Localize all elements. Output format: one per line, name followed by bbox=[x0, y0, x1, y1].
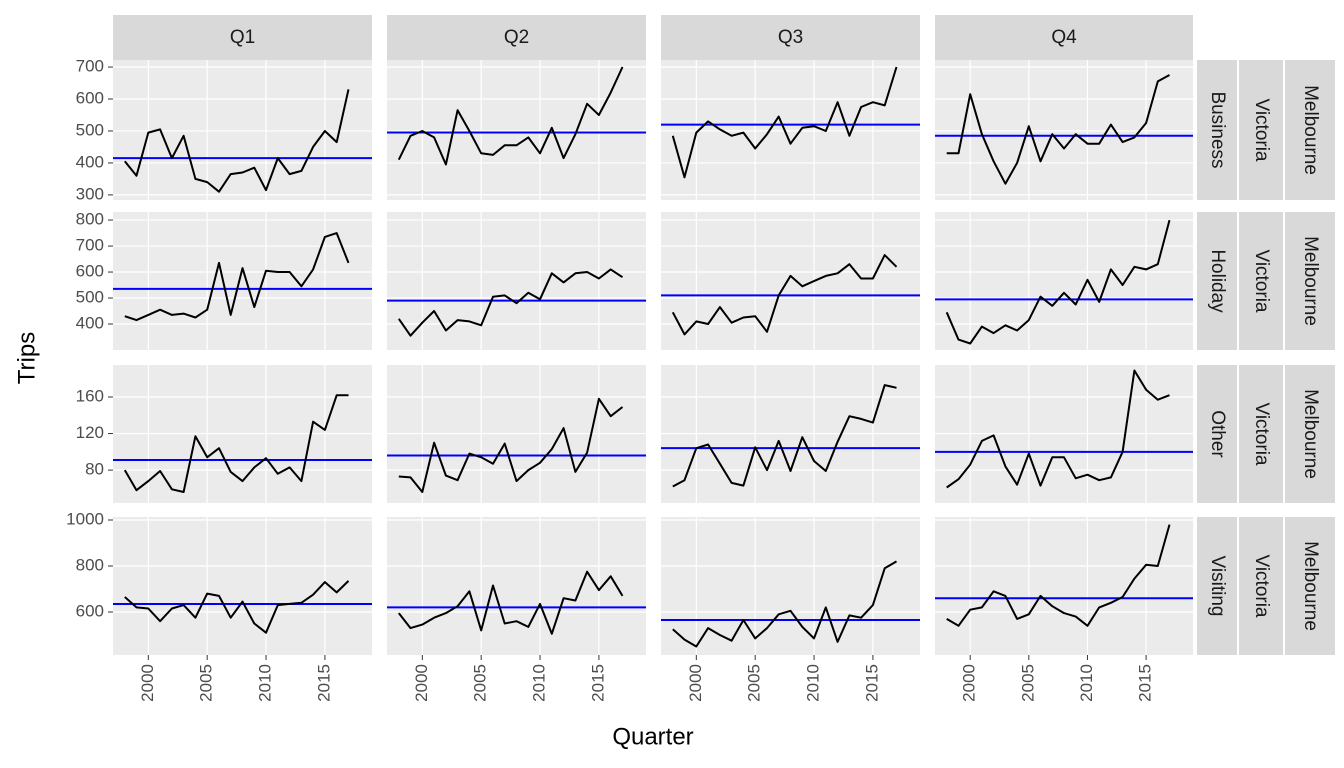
y-tick-label: 600 bbox=[76, 601, 104, 620]
y-axis-title: Trips bbox=[13, 332, 40, 384]
y-tick-label: 600 bbox=[76, 262, 104, 281]
series-line bbox=[671, 66, 898, 179]
x-tick-label: 2005 bbox=[197, 664, 216, 702]
y-tick-label: 600 bbox=[76, 88, 104, 107]
series-line bbox=[397, 66, 624, 166]
series-line bbox=[124, 89, 350, 193]
column-strip-label: Q1 bbox=[230, 27, 255, 48]
x-tick-label: 2010 bbox=[530, 664, 549, 702]
panel-background bbox=[661, 60, 920, 200]
column-strip-label: Q3 bbox=[778, 27, 803, 48]
strip-background bbox=[1239, 365, 1283, 503]
y-tick-label: 500 bbox=[76, 120, 104, 139]
x-tick-label: 2010 bbox=[1077, 664, 1096, 702]
strip-background bbox=[1197, 212, 1237, 350]
y-tick-label: 500 bbox=[76, 288, 104, 307]
row-strip-label: Business bbox=[1207, 91, 1228, 168]
x-tick-label: 2005 bbox=[745, 664, 764, 702]
x-tick-label: 2005 bbox=[471, 664, 490, 702]
series-line bbox=[124, 580, 350, 634]
panel-background bbox=[935, 212, 1193, 350]
series-line bbox=[946, 524, 1171, 627]
y-tick-label: 800 bbox=[76, 555, 104, 574]
row-strip-label: Melbourne bbox=[1300, 236, 1321, 326]
panel-background bbox=[661, 517, 920, 655]
row-strip-label: Melbourne bbox=[1300, 541, 1321, 631]
x-tick-label: 2010 bbox=[804, 664, 823, 702]
y-tick-label: 400 bbox=[76, 152, 104, 171]
strip-background bbox=[1285, 60, 1335, 200]
y-tick-label: 160 bbox=[76, 386, 104, 405]
strip-background bbox=[1197, 517, 1237, 655]
panel-background bbox=[935, 60, 1193, 200]
series-line bbox=[397, 268, 624, 337]
x-axis-title: Quarter bbox=[612, 723, 693, 750]
column-strip-label: Q4 bbox=[1051, 27, 1077, 48]
strip-background bbox=[1285, 517, 1335, 655]
strip-background bbox=[1197, 60, 1237, 200]
row-strip-label: Visiting bbox=[1207, 556, 1228, 617]
x-tick-label: 2000 bbox=[412, 664, 431, 702]
strip-background bbox=[661, 15, 920, 60]
panel-background bbox=[113, 212, 372, 350]
x-tick-label: 2015 bbox=[1136, 664, 1155, 702]
panel-background bbox=[113, 517, 372, 655]
series-line bbox=[398, 397, 624, 493]
series-line bbox=[123, 394, 349, 493]
column-strip-label: Q2 bbox=[504, 27, 529, 48]
strip-background bbox=[1239, 60, 1283, 200]
row-strip-label: Victoria bbox=[1251, 554, 1272, 617]
y-tick-label: 1000 bbox=[66, 509, 104, 528]
y-tick-label: 700 bbox=[76, 57, 104, 76]
y-tick-label: 300 bbox=[76, 184, 104, 203]
panel-background bbox=[661, 212, 920, 350]
row-strip-label: Victoria bbox=[1251, 249, 1272, 312]
panel-background bbox=[387, 212, 646, 350]
y-tick-label: 120 bbox=[76, 423, 104, 442]
series-line bbox=[672, 560, 898, 648]
series-line bbox=[946, 369, 1170, 489]
strip-background bbox=[1197, 365, 1237, 503]
x-tick-label: 2000 bbox=[138, 664, 157, 702]
x-tick-label: 2005 bbox=[1018, 664, 1037, 702]
x-tick-label: 2010 bbox=[256, 664, 275, 702]
y-tick-label: 400 bbox=[76, 313, 104, 332]
panel-background bbox=[935, 517, 1193, 655]
row-strip-label: Holiday bbox=[1207, 249, 1228, 313]
x-tick-label: 2015 bbox=[588, 664, 607, 702]
series-line bbox=[671, 254, 898, 336]
row-strip-label: Melbourne bbox=[1300, 85, 1321, 175]
strip-background bbox=[1239, 517, 1283, 655]
row-strip-label: Melbourne bbox=[1300, 389, 1321, 479]
panel-background bbox=[387, 517, 646, 655]
series-line bbox=[124, 232, 350, 322]
x-tick-label: 2000 bbox=[686, 664, 705, 702]
strip-background bbox=[935, 15, 1193, 60]
x-tick-label: 2000 bbox=[960, 664, 979, 702]
row-strip-label: Victoria bbox=[1251, 98, 1272, 161]
series-line bbox=[398, 570, 624, 635]
row-strip-label: Victoria bbox=[1251, 402, 1272, 465]
strip-background bbox=[1285, 365, 1335, 503]
panel-background bbox=[387, 60, 646, 200]
panel-background bbox=[113, 60, 372, 200]
y-tick-label: 800 bbox=[76, 210, 104, 229]
strip-background bbox=[387, 15, 646, 60]
series-line bbox=[946, 74, 1170, 185]
strip-background bbox=[113, 15, 372, 60]
series-line bbox=[672, 384, 897, 488]
x-tick-label: 2015 bbox=[862, 664, 881, 702]
strip-background bbox=[1285, 212, 1335, 350]
row-strip-label: Other bbox=[1207, 410, 1228, 458]
x-tick-label: 2015 bbox=[314, 664, 333, 702]
y-tick-label: 700 bbox=[76, 236, 104, 255]
series-line bbox=[945, 219, 1171, 345]
y-tick-label: 80 bbox=[85, 460, 104, 479]
strip-background bbox=[1239, 212, 1283, 350]
